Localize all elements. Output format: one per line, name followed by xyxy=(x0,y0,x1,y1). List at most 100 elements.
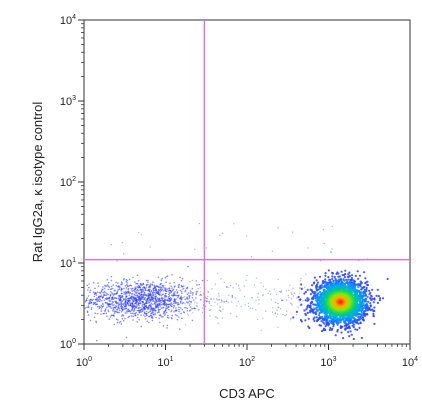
data-point xyxy=(126,279,129,282)
data-point xyxy=(231,296,233,298)
data-point xyxy=(111,304,114,307)
data-point xyxy=(86,311,89,314)
data-point xyxy=(314,310,318,313)
data-point xyxy=(193,299,195,301)
data-point xyxy=(105,312,108,315)
data-point xyxy=(143,293,145,296)
data-point xyxy=(92,291,95,294)
data-point xyxy=(343,274,346,277)
data-point xyxy=(331,225,333,228)
data-point xyxy=(117,282,119,285)
data-point xyxy=(111,298,113,301)
data-point xyxy=(139,286,141,289)
data-point xyxy=(315,279,318,282)
data-point xyxy=(87,306,90,309)
data-point xyxy=(330,251,332,253)
data-point xyxy=(183,296,186,298)
data-point xyxy=(256,318,259,321)
data-point xyxy=(344,316,347,320)
data-point xyxy=(327,321,330,324)
data-point xyxy=(168,300,171,303)
data-point xyxy=(174,291,176,293)
data-point xyxy=(134,291,137,294)
data-point xyxy=(105,285,108,287)
data-point xyxy=(139,296,141,299)
data-point xyxy=(334,334,337,337)
data-point xyxy=(194,301,196,303)
data-point xyxy=(173,305,175,307)
data-point xyxy=(198,222,201,225)
data-point xyxy=(299,279,302,281)
data-point xyxy=(225,286,228,288)
data-point xyxy=(176,318,179,321)
data-point xyxy=(292,316,295,319)
data-point xyxy=(210,304,212,307)
data-point xyxy=(225,300,228,303)
data-point xyxy=(144,305,147,308)
data-point xyxy=(154,307,156,310)
data-point xyxy=(304,286,306,288)
data-point xyxy=(297,306,299,308)
data-point xyxy=(147,300,149,302)
data-point xyxy=(124,292,127,295)
data-point xyxy=(152,303,154,306)
data-point xyxy=(285,313,288,316)
data-point xyxy=(86,284,88,287)
data-point xyxy=(221,300,223,302)
data-point xyxy=(120,303,122,306)
data-point xyxy=(107,288,110,291)
data-point xyxy=(166,275,169,277)
data-point xyxy=(149,246,151,248)
data-point xyxy=(196,305,198,307)
data-point xyxy=(154,298,157,300)
data-point xyxy=(231,296,234,299)
data-point xyxy=(358,300,362,303)
data-point xyxy=(128,310,131,313)
data-point xyxy=(141,300,143,303)
data-point xyxy=(138,311,141,313)
data-point xyxy=(133,289,135,292)
data-point xyxy=(121,307,123,310)
data-point xyxy=(118,288,120,291)
data-point xyxy=(277,306,279,308)
data-point xyxy=(159,300,162,302)
data-point xyxy=(113,312,116,314)
data-point xyxy=(207,291,209,293)
data-point xyxy=(285,290,287,292)
data-point xyxy=(275,316,277,318)
data-point xyxy=(150,298,153,301)
data-point xyxy=(206,280,208,282)
data-point xyxy=(106,279,108,281)
data-point xyxy=(359,321,362,324)
data-point xyxy=(127,304,130,307)
data-point xyxy=(153,286,155,288)
data-point xyxy=(191,319,194,322)
data-point xyxy=(331,327,334,330)
data-point xyxy=(164,289,167,292)
data-point xyxy=(103,287,106,290)
data-point xyxy=(364,277,367,280)
data-point xyxy=(280,290,283,292)
data-points xyxy=(84,222,389,342)
data-point xyxy=(187,314,190,316)
data-point xyxy=(223,301,225,303)
data-point xyxy=(290,292,292,294)
data-point xyxy=(307,298,310,301)
data-point xyxy=(159,286,162,288)
data-point xyxy=(217,273,219,275)
data-point xyxy=(173,298,176,301)
data-point xyxy=(141,310,144,313)
data-point xyxy=(170,302,172,304)
data-point xyxy=(124,312,127,314)
data-point xyxy=(337,272,340,275)
data-point xyxy=(187,292,190,294)
data-point xyxy=(349,279,352,282)
data-point xyxy=(161,277,163,280)
data-point xyxy=(181,302,184,305)
data-point xyxy=(150,305,152,308)
data-point xyxy=(354,328,357,331)
data-point xyxy=(152,287,155,290)
data-point xyxy=(243,295,246,298)
data-point xyxy=(167,308,170,311)
data-point xyxy=(96,303,98,306)
